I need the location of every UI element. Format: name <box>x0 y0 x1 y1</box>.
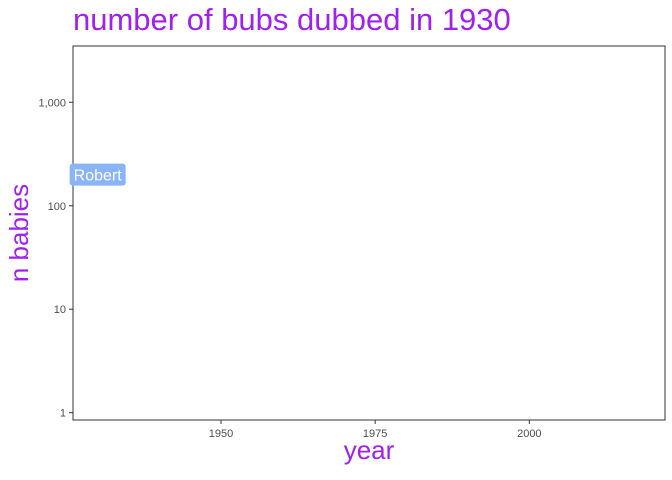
y-tick-label: 100 <box>48 201 66 213</box>
point-label-text: Robert <box>74 168 123 185</box>
y-axis: 1 10 100 1,000 <box>38 97 73 420</box>
point-labels: Robert <box>69 163 126 186</box>
x-tick-label: 2000 <box>517 428 541 440</box>
point-label: Robert <box>69 163 126 186</box>
plot-panel <box>72 45 666 421</box>
y-tick-label: 1 <box>60 408 66 420</box>
x-tick-label: 1975 <box>363 428 387 440</box>
y-tick-label: 1,000 <box>38 97 66 109</box>
x-axis: 1950 1975 2000 <box>209 420 542 440</box>
y-axis-title: n babies <box>4 184 34 282</box>
y-tick-label: 10 <box>54 304 66 316</box>
point-label-box <box>69 163 126 186</box>
x-axis-title: year <box>344 435 395 465</box>
chart-title: number of bubs dubbed in 1930 <box>73 2 511 37</box>
x-tick-label: 1950 <box>209 428 233 440</box>
